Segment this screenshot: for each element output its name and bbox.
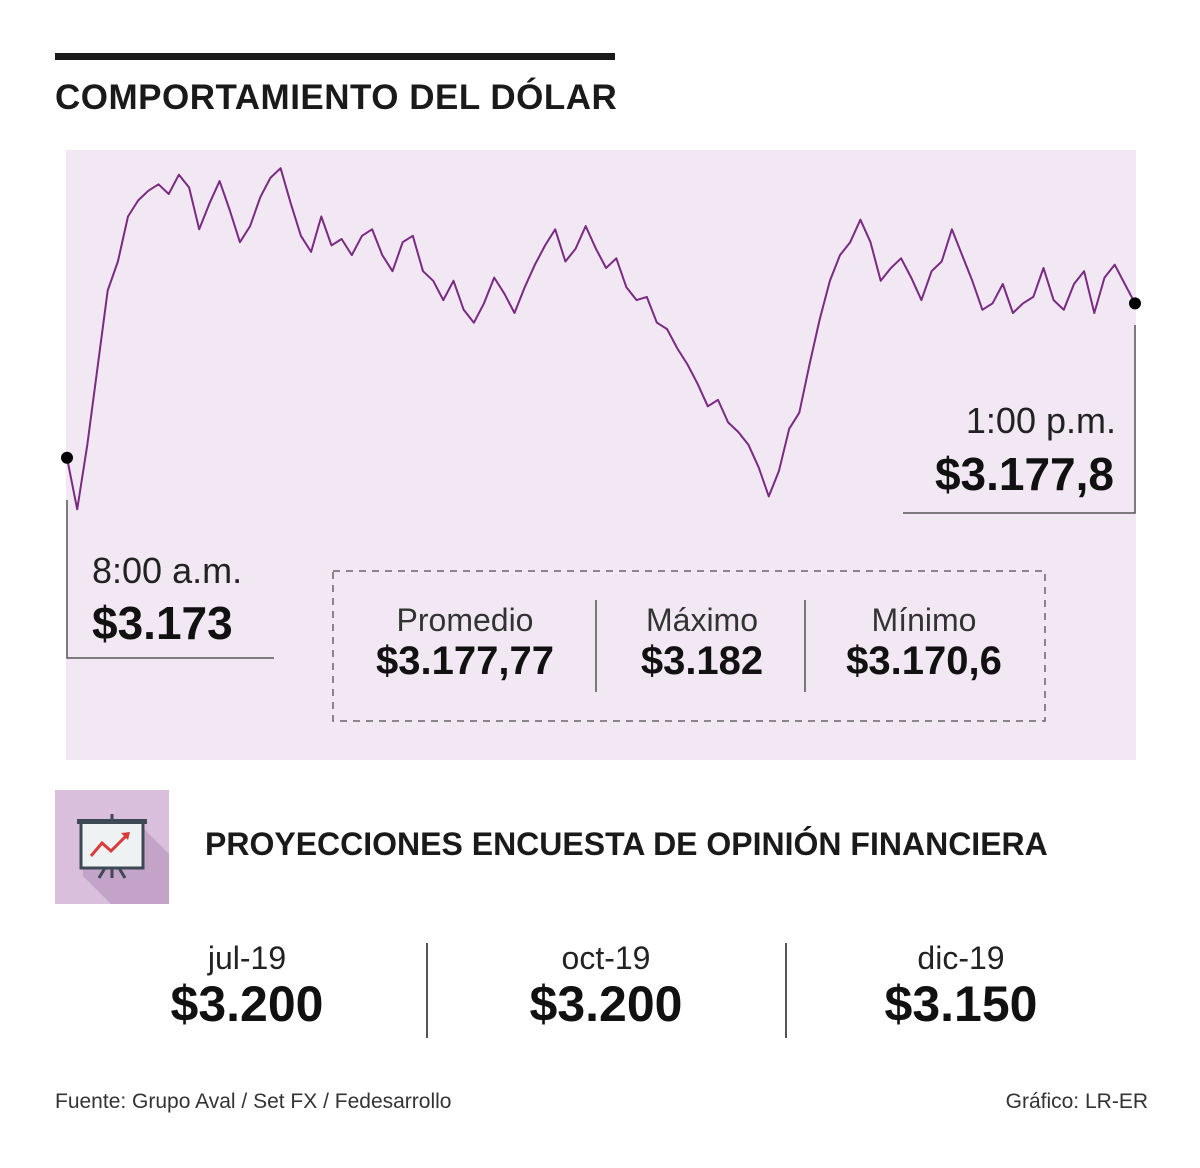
close-marker	[1129, 297, 1141, 310]
close-time: 1:00 p.m.	[965, 400, 1116, 441]
stat-label: Máximo	[645, 602, 758, 638]
projection-label: dic-19	[917, 940, 1005, 976]
stat-minimum: Mínimo $3.170,6	[814, 602, 1034, 684]
page-title: COMPORTAMIENTO DEL DÓLAR	[55, 78, 618, 117]
projection-label: oct-19	[561, 940, 651, 976]
open-value: $3.173	[92, 597, 233, 649]
close-value: $3.177,8	[934, 448, 1114, 500]
stats-dashed-frame	[332, 570, 1046, 722]
stat-value: $3.170,6	[846, 639, 1002, 683]
stat-value: $3.182	[640, 639, 764, 683]
open-leader-line	[66, 500, 274, 659]
projection-jul-19: jul-19 $3.200	[122, 940, 372, 1033]
projection-dic-19: dic-19 $3.150	[836, 940, 1086, 1033]
projection-separator	[426, 943, 428, 1038]
stats-separator	[595, 600, 597, 692]
stat-average: Promedio $3.177,77	[352, 602, 578, 684]
open-marker	[61, 451, 73, 464]
projection-oct-19: oct-19 $3.200	[481, 940, 731, 1033]
open-time: 8:00 a.m.	[92, 550, 243, 591]
projection-value: $3.200	[529, 976, 683, 1032]
source-note: Fuente: Grupo Aval / Set FX / Fedesarrol…	[55, 1090, 452, 1113]
stat-label: Promedio	[396, 602, 534, 638]
projections-title: PROYECCIONES ENCUESTA DE OPINIÓN FINANCI…	[205, 826, 1048, 862]
projection-value: $3.200	[170, 976, 324, 1032]
stats-box: Promedio $3.177,77 Máximo $3.182 Mínimo …	[332, 570, 1046, 722]
projection-label: jul-19	[207, 940, 287, 976]
title-rule	[55, 53, 615, 60]
stats-separator	[804, 600, 806, 692]
projection-value: $3.150	[884, 976, 1038, 1032]
stat-label: Mínimo	[871, 602, 977, 638]
price-area	[67, 168, 1135, 760]
projection-separator	[785, 943, 787, 1038]
stat-maximum: Máximo $3.182	[602, 602, 802, 684]
presentation-chart-icon	[55, 790, 169, 904]
dollar-intraday-chart	[61, 150, 1141, 760]
stat-value: $3.177,77	[376, 639, 554, 683]
credit-note: Gráfico: LR-ER	[1005, 1090, 1148, 1113]
close-leader-line	[903, 325, 1136, 514]
price-line	[66, 167, 1136, 511]
